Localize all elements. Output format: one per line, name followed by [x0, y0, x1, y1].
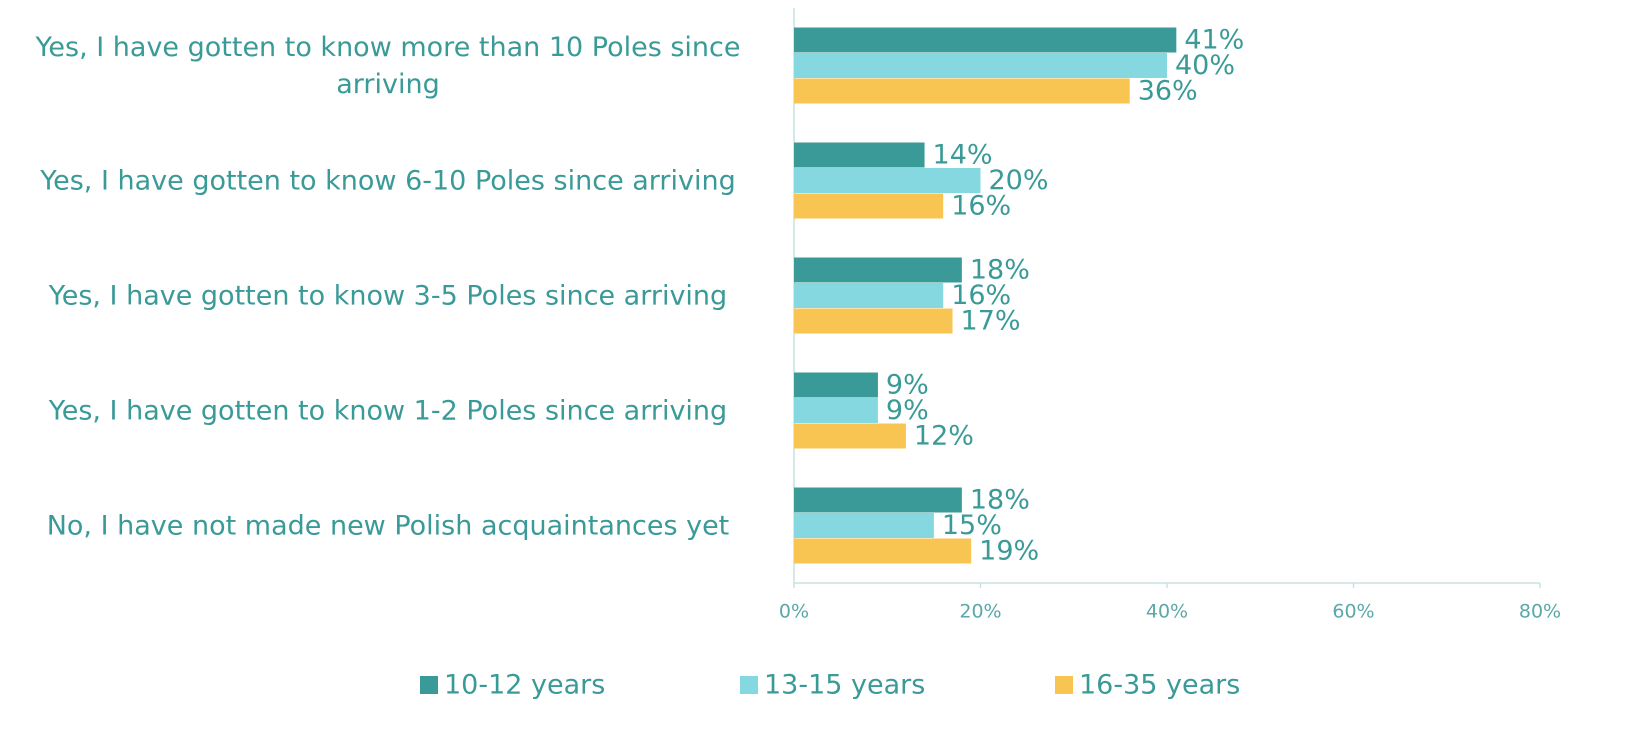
legend-label: 13-15 years: [764, 670, 925, 701]
bar: [794, 513, 934, 538]
x-tick-label: 60%: [1332, 601, 1374, 623]
value-label: 9%: [886, 370, 929, 401]
legend-swatch: [420, 676, 438, 694]
legend-swatch: [740, 676, 758, 694]
category-label: Yes, I have gotten to know 1-2 Poles sin…: [48, 395, 728, 426]
value-label: 18%: [970, 485, 1030, 516]
bar: [794, 257, 962, 283]
x-tick-label: 20%: [959, 601, 1001, 623]
bar: [794, 398, 878, 423]
bar: [794, 78, 1130, 104]
category-label: Yes, I have gotten to know more than 10 …: [35, 31, 741, 100]
value-label: 40%: [1175, 50, 1235, 81]
legend-label: 10-12 years: [444, 670, 605, 701]
bar: [794, 283, 944, 308]
value-label: 14%: [933, 140, 993, 171]
bar: [794, 423, 906, 449]
category-label: Yes, I have gotten to know 3-5 Poles sin…: [48, 280, 728, 311]
value-label: 18%: [970, 255, 1030, 286]
x-tick-label: 0%: [779, 601, 809, 623]
bar: [794, 538, 972, 564]
value-label: 36%: [1138, 76, 1198, 107]
value-label: 20%: [989, 165, 1049, 196]
bar: [794, 193, 944, 219]
bar: [794, 168, 981, 193]
bar: [794, 27, 1177, 53]
bar: [794, 142, 925, 168]
value-label: 41%: [1184, 25, 1244, 56]
bar: [794, 308, 953, 334]
legend-label: 16-35 years: [1079, 670, 1240, 701]
x-tick-label: 80%: [1519, 601, 1561, 623]
value-label: 16%: [951, 191, 1011, 222]
value-label: 19%: [979, 536, 1039, 567]
x-tick-label: 40%: [1146, 601, 1188, 623]
category-label: Yes, I have gotten to know 6-10 Poles si…: [40, 165, 736, 196]
bar: [794, 487, 962, 513]
legend-swatch: [1055, 676, 1073, 694]
value-label: 17%: [961, 306, 1021, 337]
value-label: 9%: [886, 395, 929, 426]
value-label: 12%: [914, 421, 974, 452]
value-label: 16%: [951, 280, 1011, 311]
bar: [794, 53, 1167, 78]
bar: [794, 372, 878, 398]
category-label: No, I have not made new Polish acquainta…: [46, 510, 730, 541]
value-label: 15%: [942, 510, 1002, 541]
